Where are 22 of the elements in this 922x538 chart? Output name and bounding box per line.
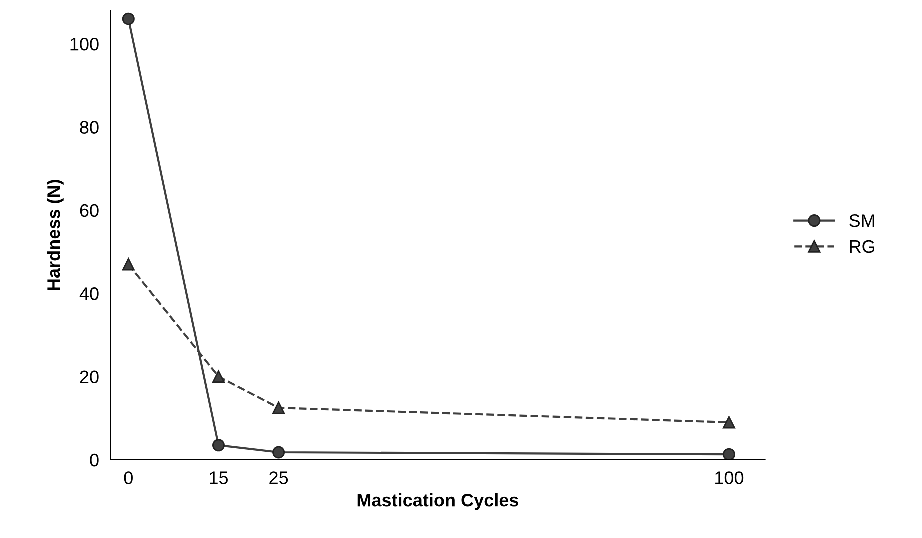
y-tick-label: 60 (80, 204, 99, 218)
x-tick-label: 0 (124, 472, 133, 484)
x-tick-label: 15 (210, 472, 228, 484)
y-tick-label: 0 (90, 454, 99, 467)
y-tick-label: 40 (80, 288, 99, 300)
point (272, 402, 286, 414)
point (212, 439, 225, 452)
x-tick-label: 25 (270, 472, 288, 484)
point (722, 416, 736, 429)
y-tick-label: 80 (80, 121, 99, 134)
point (122, 12, 135, 26)
point (212, 370, 225, 384)
point (122, 258, 135, 271)
point (722, 448, 736, 460)
y-axis-title: Hardness (N) (47, 180, 64, 290)
legend-label: RG (850, 240, 875, 254)
y-tick-label: 100 (70, 38, 99, 51)
y-tick-label: 20 (80, 370, 99, 384)
point (272, 446, 286, 459)
x-tick-label: 100 (716, 472, 744, 484)
x-axis-title: Mastication Cycles (358, 493, 518, 510)
legend-label: SM (850, 214, 874, 228)
